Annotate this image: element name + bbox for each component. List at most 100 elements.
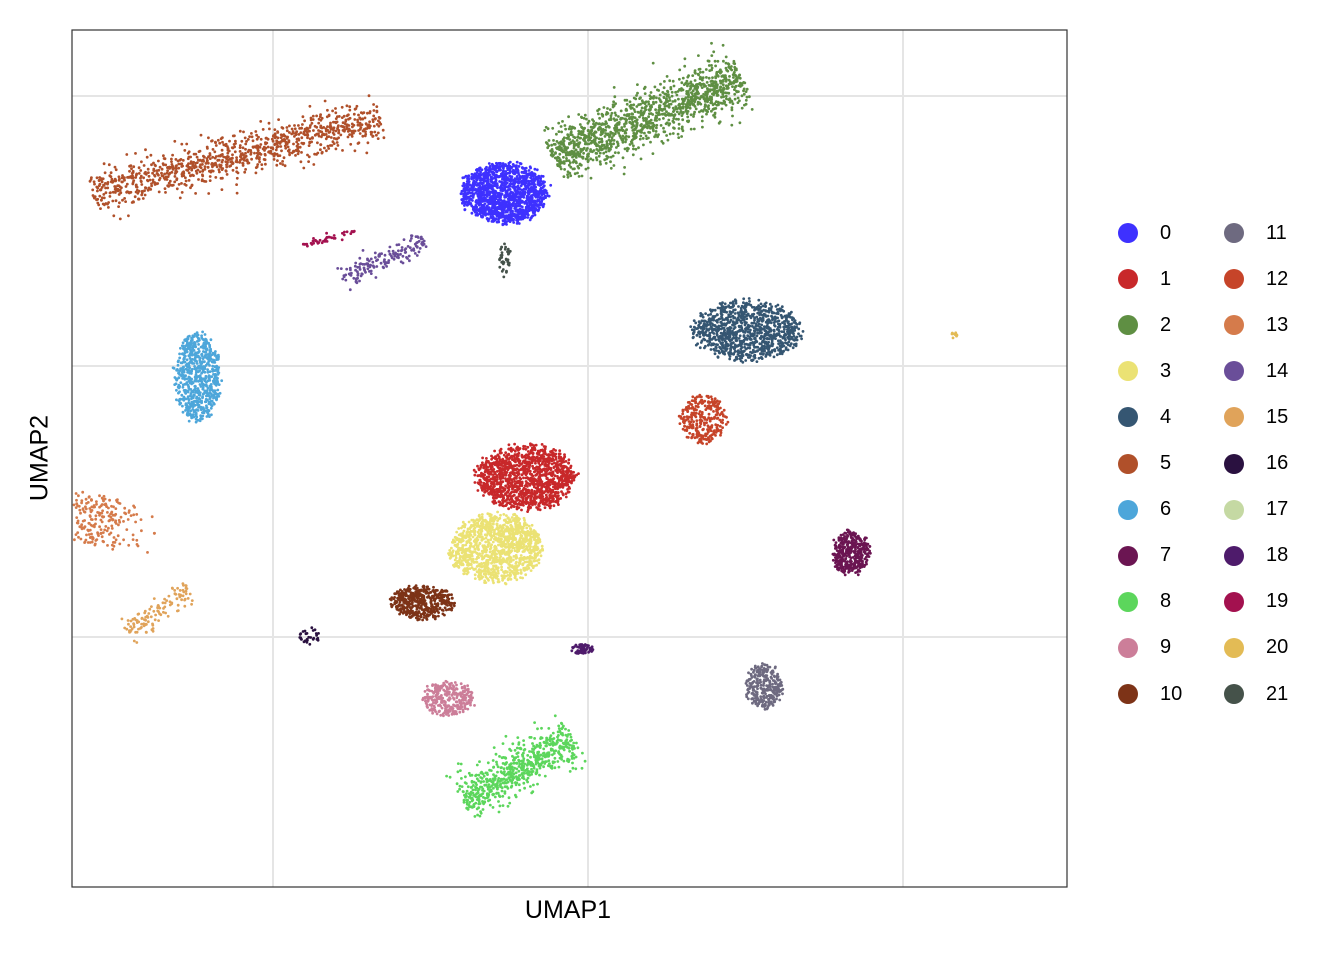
cluster-0-point <box>488 164 492 168</box>
cluster-2-point <box>581 156 585 160</box>
cluster-2-point <box>643 92 647 95</box>
cluster-1-point <box>511 480 514 484</box>
cluster-0-point <box>515 160 519 164</box>
cluster-2-point <box>705 76 708 79</box>
cluster-2-point <box>748 95 751 99</box>
cluster-2-point <box>714 84 717 88</box>
cluster-0-point <box>517 181 520 185</box>
cluster-1-point <box>544 496 548 500</box>
cluster-2-point <box>558 141 562 145</box>
cluster-2-point <box>722 59 725 63</box>
cluster-2-point <box>552 142 556 146</box>
cluster-2-point <box>654 133 658 137</box>
cluster-2-point <box>653 118 657 122</box>
cluster-0-point <box>489 178 493 182</box>
cluster-2-point <box>613 111 617 115</box>
cluster-0-point <box>489 216 493 219</box>
cluster-2-point <box>641 137 645 140</box>
cluster-1-point <box>502 459 505 463</box>
cluster-2-point <box>689 96 693 99</box>
cluster-1-point <box>530 488 534 492</box>
cluster-1-point <box>553 474 557 478</box>
cluster-0-point <box>528 173 532 177</box>
cluster-1-point <box>526 481 529 485</box>
cluster-2-point <box>750 108 754 111</box>
cluster-1-point <box>510 484 514 488</box>
cluster-1-point <box>556 499 560 503</box>
cluster-3-point <box>480 554 483 558</box>
cluster-2-point <box>564 147 567 151</box>
cluster-0-point <box>503 179 507 182</box>
cluster-2-point <box>736 101 740 104</box>
cluster-2-point <box>639 134 643 138</box>
cluster-0-point <box>497 206 501 209</box>
cluster-0-point <box>541 185 545 189</box>
cluster-1-point <box>537 504 541 508</box>
cluster-2-point <box>589 176 593 180</box>
cluster-0-point <box>497 215 501 218</box>
cluster-1-point <box>559 497 563 500</box>
cluster-2-point <box>604 113 608 116</box>
cluster-3-point <box>499 562 503 565</box>
cluster-0-point <box>489 167 492 171</box>
cluster-3-point <box>504 582 508 586</box>
cluster-0-point <box>487 200 490 204</box>
cluster-3-point <box>476 553 480 556</box>
cluster-2-point <box>721 93 725 96</box>
cluster-1-point <box>507 485 511 489</box>
cluster-2-point <box>609 160 612 164</box>
cluster-0-point <box>486 177 490 181</box>
cluster-0-point <box>463 192 467 195</box>
cluster-0-point <box>547 194 551 198</box>
cluster-2-point <box>665 75 669 78</box>
cluster-2-point <box>735 77 739 81</box>
cluster-1-point <box>481 472 485 476</box>
cluster-2-point <box>639 113 643 117</box>
cluster-2-point <box>569 130 573 134</box>
cluster-0-point <box>529 216 533 220</box>
cluster-2-point <box>676 90 680 93</box>
cluster-1-point <box>515 467 519 471</box>
cluster-2-point <box>705 81 709 84</box>
cluster-0-point <box>475 208 479 211</box>
cluster-2-point <box>668 99 672 102</box>
cluster-3-point <box>506 558 510 561</box>
cluster-2-point <box>603 158 607 162</box>
cluster-2-point <box>562 139 566 143</box>
cluster-0-point <box>501 170 505 174</box>
cluster-2-point <box>704 68 708 71</box>
cluster-2-point <box>645 104 648 108</box>
cluster-2-point <box>575 139 579 142</box>
cluster-2-point <box>707 76 711 80</box>
cluster-0-point <box>533 209 537 213</box>
cluster-2-point <box>644 134 648 138</box>
cluster-2-point <box>690 92 694 96</box>
cluster-3-point <box>476 538 480 542</box>
cluster-0-point <box>475 171 479 174</box>
cluster-0-point <box>512 164 516 167</box>
cluster-0-point <box>500 180 504 184</box>
cluster-3-point <box>535 553 539 556</box>
cluster-1-point <box>529 477 532 480</box>
cluster-1-point <box>502 496 505 500</box>
cluster-1-point <box>498 470 502 474</box>
cluster-0-point <box>506 177 509 181</box>
cluster-2-point <box>560 130 563 134</box>
cluster-0-point <box>499 174 503 178</box>
cluster-2-point <box>731 102 735 106</box>
cluster-2-point <box>598 151 602 155</box>
cluster-1-point <box>566 490 570 494</box>
cluster-1-point <box>472 468 476 472</box>
cluster-0-point <box>534 185 538 189</box>
cluster-2-point <box>639 124 642 127</box>
cluster-2-point <box>573 136 577 140</box>
cluster-2-point <box>621 156 625 160</box>
cluster-3-point <box>508 518 512 522</box>
cluster-2-point <box>676 132 680 136</box>
cluster-0-point <box>471 193 475 196</box>
cluster-2-point <box>672 121 676 124</box>
cluster-1-point <box>506 482 510 486</box>
cluster-2-point <box>721 43 725 47</box>
cluster-2-point <box>693 69 697 72</box>
cluster-3-point <box>489 546 493 550</box>
